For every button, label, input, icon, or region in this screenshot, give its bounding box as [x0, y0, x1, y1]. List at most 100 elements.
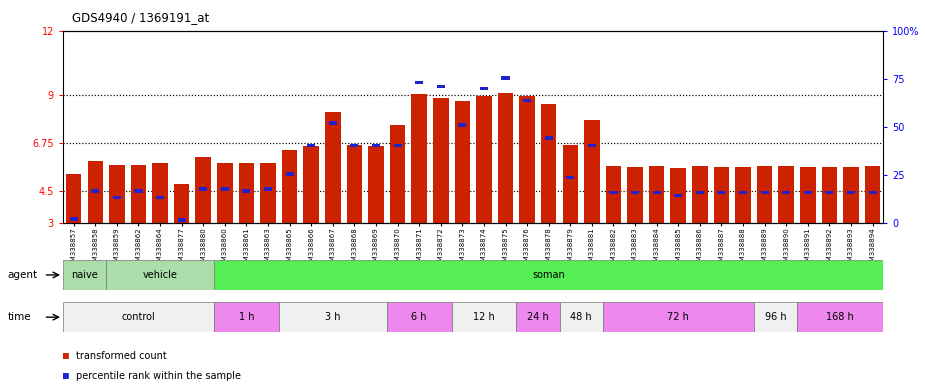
Bar — [113, 196, 121, 199]
Bar — [516, 302, 560, 332]
Bar — [844, 167, 858, 223]
Bar — [325, 112, 340, 223]
Bar — [389, 124, 405, 223]
Bar — [800, 167, 816, 223]
Bar — [66, 174, 81, 223]
Bar — [199, 187, 207, 191]
Bar — [221, 187, 228, 191]
Text: 1 h: 1 h — [239, 312, 254, 322]
Bar — [519, 96, 535, 223]
Bar — [631, 190, 639, 194]
Bar — [610, 190, 618, 194]
Bar — [286, 172, 293, 176]
Bar — [696, 190, 704, 194]
Bar — [242, 189, 251, 193]
Bar — [760, 190, 769, 194]
Bar — [372, 144, 380, 147]
Bar — [739, 190, 747, 194]
Bar — [480, 87, 488, 91]
Bar — [328, 121, 337, 124]
Text: percentile rank within the sample: percentile rank within the sample — [76, 371, 240, 381]
Bar — [545, 136, 553, 139]
Bar — [178, 218, 186, 222]
Bar — [260, 163, 276, 223]
Bar — [214, 260, 883, 290]
Bar — [865, 166, 881, 223]
Text: 96 h: 96 h — [765, 312, 786, 322]
Bar — [523, 99, 531, 102]
Bar — [278, 302, 387, 332]
Bar — [174, 184, 190, 223]
Bar — [821, 167, 837, 223]
Bar — [368, 146, 384, 223]
Bar — [92, 189, 99, 193]
Bar — [156, 196, 164, 199]
Bar — [779, 166, 794, 223]
Text: 48 h: 48 h — [571, 312, 592, 322]
Bar — [387, 302, 451, 332]
Bar — [307, 144, 315, 147]
Bar — [541, 104, 557, 223]
Text: 72 h: 72 h — [667, 312, 689, 322]
Bar — [869, 190, 877, 194]
Bar — [692, 166, 708, 223]
Bar — [134, 189, 142, 193]
Bar — [153, 163, 167, 223]
Bar — [415, 81, 424, 84]
Bar — [566, 175, 574, 179]
Bar — [130, 165, 146, 223]
Bar — [476, 96, 492, 223]
Bar — [560, 302, 603, 332]
Text: transformed count: transformed count — [76, 351, 166, 361]
Bar — [674, 194, 683, 197]
Bar — [501, 76, 510, 80]
Bar — [351, 144, 358, 147]
Bar — [671, 168, 686, 223]
Bar — [347, 145, 363, 223]
Bar — [735, 167, 751, 223]
Bar — [282, 150, 297, 223]
Bar — [88, 161, 103, 223]
Bar — [584, 120, 599, 223]
Text: time: time — [7, 312, 31, 322]
Text: ■: ■ — [63, 371, 68, 381]
Text: soman: soman — [532, 270, 565, 280]
Bar — [458, 123, 466, 127]
Bar — [412, 94, 427, 223]
Text: naive: naive — [71, 270, 98, 280]
Bar — [69, 217, 78, 220]
Text: GDS4940 / 1369191_at: GDS4940 / 1369191_at — [72, 12, 209, 25]
Text: vehicle: vehicle — [142, 270, 178, 280]
Bar — [498, 93, 513, 223]
Bar — [106, 260, 214, 290]
Text: 6 h: 6 h — [412, 312, 427, 322]
Bar — [393, 144, 401, 147]
Bar — [603, 302, 754, 332]
Text: 3 h: 3 h — [325, 312, 340, 322]
Bar — [714, 167, 729, 223]
Text: agent: agent — [7, 270, 38, 280]
Bar — [649, 166, 664, 223]
Bar — [264, 187, 272, 191]
Bar — [797, 302, 883, 332]
Bar — [451, 302, 516, 332]
Bar — [757, 166, 772, 223]
Bar — [606, 166, 622, 223]
Bar — [239, 163, 254, 223]
Bar — [303, 146, 319, 223]
Text: 24 h: 24 h — [527, 312, 549, 322]
Bar — [847, 190, 855, 194]
Bar — [214, 302, 278, 332]
Text: control: control — [121, 312, 155, 322]
Bar — [109, 165, 125, 223]
Bar — [825, 190, 833, 194]
Bar — [562, 145, 578, 223]
Bar — [627, 167, 643, 223]
Bar — [783, 190, 790, 194]
Text: ■: ■ — [63, 351, 68, 361]
Bar — [653, 190, 660, 194]
Bar — [195, 157, 211, 223]
Bar — [437, 85, 445, 88]
Bar — [63, 260, 106, 290]
Bar — [804, 190, 812, 194]
